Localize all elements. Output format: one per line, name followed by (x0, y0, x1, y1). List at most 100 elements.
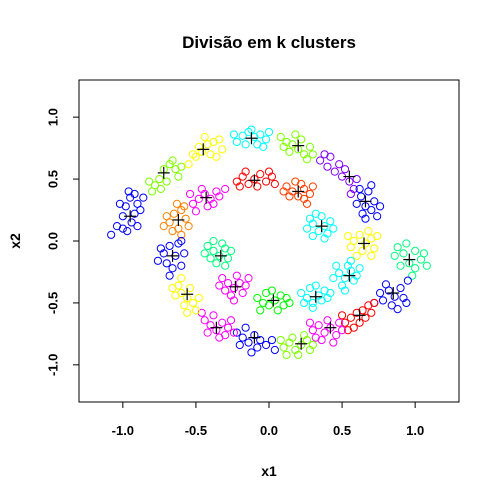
data-point (373, 231, 382, 241)
cluster-center-marker (359, 195, 372, 208)
cluster-center-marker (157, 166, 170, 179)
cluster-center-marker (295, 337, 308, 350)
data-point (165, 271, 174, 280)
data-point (305, 142, 315, 151)
data-point (375, 202, 385, 211)
data-point (367, 205, 376, 215)
data-point (221, 261, 230, 270)
data-point (314, 226, 323, 236)
data-point (270, 345, 279, 355)
cluster-centers (124, 132, 416, 350)
data-point (323, 162, 332, 171)
data-point (355, 264, 364, 273)
data-point (168, 264, 177, 273)
data-point (180, 249, 189, 258)
data-point (118, 224, 127, 233)
data-point (335, 160, 344, 169)
data-point (352, 251, 361, 260)
data-point (402, 239, 411, 248)
data-point (294, 350, 303, 360)
axes: -1.0 -0.5 0.0 0.5 1.0 -1.0 -0.5 0.0 0.5 1.0 (45, 108, 424, 438)
data-point (358, 246, 367, 256)
data-point (256, 130, 265, 139)
data-point (229, 130, 239, 139)
data-point (285, 147, 294, 156)
data-point (200, 249, 209, 258)
cluster-center-marker (387, 287, 400, 300)
cluster-center-marker (248, 331, 261, 344)
data-point (200, 316, 209, 325)
x-tick-label: -0.5 (185, 423, 207, 438)
data-point (355, 184, 364, 194)
y-tick-label: -0.5 (45, 292, 60, 314)
data-point (329, 338, 338, 347)
data-point (244, 179, 253, 189)
data-point (346, 313, 355, 322)
cluster-center-marker (210, 321, 223, 334)
data-point (259, 142, 268, 151)
data-point (159, 222, 168, 231)
data-point (390, 251, 399, 260)
data-point (291, 130, 300, 139)
data-point (361, 313, 370, 322)
cluster-center-marker (229, 280, 242, 293)
data-point (288, 140, 297, 149)
cluster-center-marker (214, 249, 227, 262)
data-point (316, 156, 325, 165)
data-point (206, 321, 215, 330)
data-point (127, 218, 136, 227)
data-point (346, 189, 355, 199)
data-point (218, 239, 227, 248)
data-point (308, 182, 317, 191)
data-point (238, 288, 247, 298)
data-point (115, 199, 125, 208)
data-point (302, 224, 312, 233)
data-point (232, 137, 241, 147)
data-point (367, 251, 376, 260)
data-point (367, 308, 376, 317)
data-point (177, 230, 186, 239)
data-point (261, 135, 271, 144)
data-point (305, 189, 315, 199)
data-point (215, 135, 224, 144)
x-tick-label: -1.0 (112, 423, 134, 438)
data-point (346, 243, 355, 252)
x-tick-label: 0.5 (333, 423, 351, 438)
data-point (133, 222, 142, 231)
data-point (223, 323, 233, 332)
data-point (329, 274, 338, 283)
data-point (136, 205, 145, 215)
data-point (256, 306, 265, 315)
data-point (288, 333, 297, 342)
data-point (346, 256, 355, 265)
data-point (247, 348, 256, 357)
data-point (184, 222, 193, 231)
data-point (381, 280, 391, 289)
data-point (215, 333, 224, 342)
data-point (396, 261, 405, 270)
data-point (264, 127, 274, 137)
data-point (256, 170, 265, 179)
data-point (212, 259, 221, 268)
data-point (180, 202, 189, 211)
data-point (370, 298, 379, 308)
data-point (311, 281, 320, 290)
data-point (241, 167, 250, 176)
data-point (185, 283, 195, 293)
data-point (232, 271, 241, 280)
data-point (235, 340, 244, 350)
cluster-center-marker (324, 321, 337, 334)
data-point (402, 298, 411, 308)
data-point (253, 293, 262, 303)
data-point (191, 306, 201, 315)
data-point (188, 298, 198, 308)
data-point (191, 152, 201, 161)
data-point (156, 244, 165, 253)
data-point (279, 187, 288, 196)
data-point (330, 167, 339, 176)
data-point (168, 226, 177, 236)
cluster-center-marker (403, 253, 416, 266)
data-point (343, 326, 353, 335)
data-point (311, 209, 320, 218)
data-point (124, 187, 133, 196)
